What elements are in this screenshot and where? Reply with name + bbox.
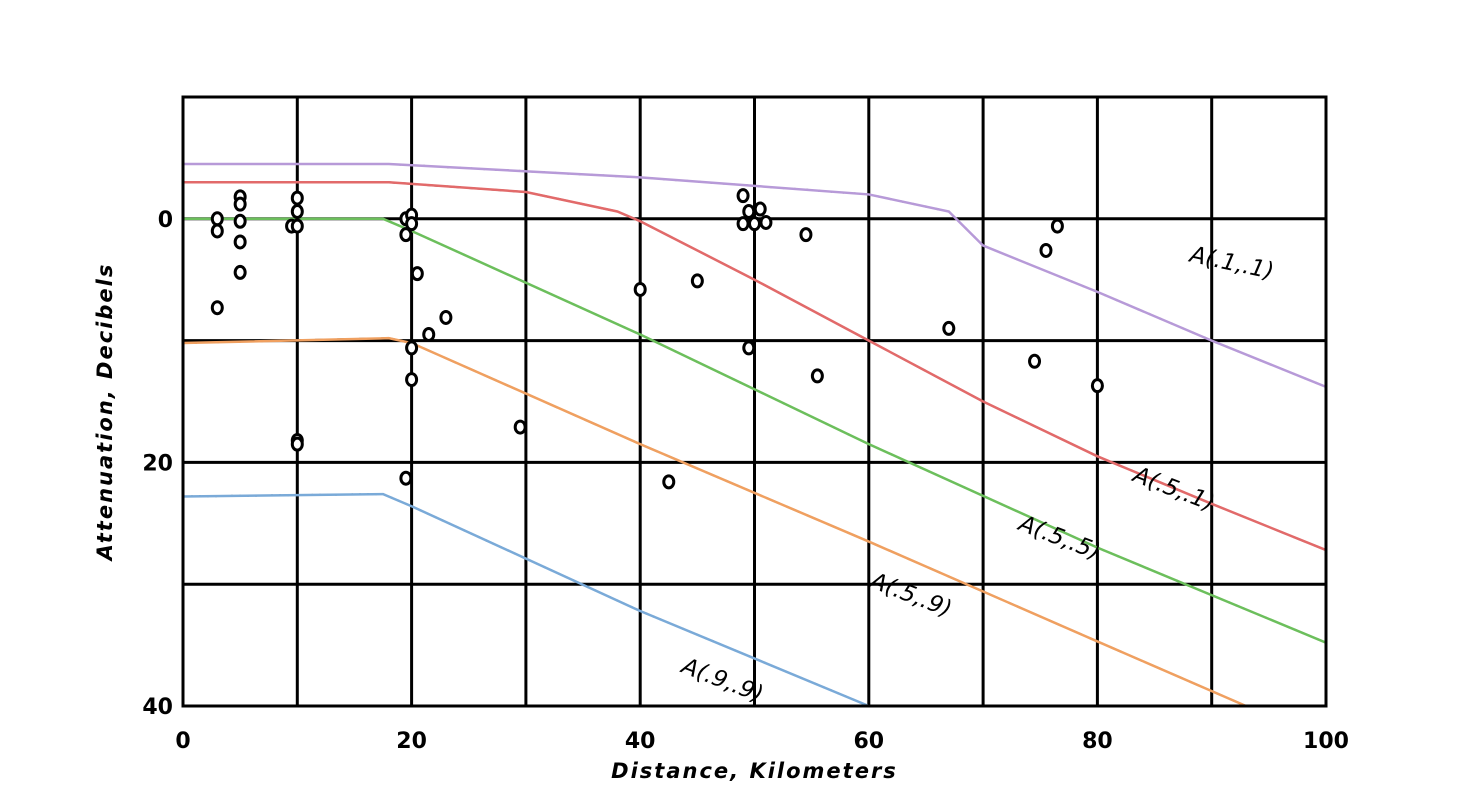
grid [183, 97, 1326, 706]
plot-frame [181, 95, 1328, 708]
observation-point [422, 327, 436, 343]
observation-point [1050, 218, 1064, 234]
observation-point [399, 470, 413, 486]
y-tick-label: 20 [142, 451, 173, 476]
observation-point [290, 218, 304, 234]
observation-point [233, 234, 247, 250]
observation-point [399, 227, 413, 243]
observation-point [405, 216, 419, 232]
observation-point [742, 340, 756, 356]
observation-point [410, 266, 424, 282]
observations [210, 188, 1104, 490]
observation-point [799, 227, 813, 243]
x-tick-labels: 0 20 40 60 80 100 [175, 729, 1349, 754]
curve-label: A(.5,.1) [1128, 461, 1218, 516]
observation-point [233, 196, 247, 212]
observation-point [290, 436, 304, 452]
observation-point [405, 372, 419, 388]
series-line [183, 181, 1327, 552]
observation-point [233, 213, 247, 229]
curve-label: A(.1,.1) [1186, 241, 1276, 284]
observation-point [748, 216, 761, 232]
y-tick-label: 40 [142, 695, 173, 720]
observation-point [210, 223, 224, 239]
curve-label: A(.5,.5) [1013, 510, 1103, 565]
x-tick-label: 100 [1303, 729, 1349, 754]
x-tick-label: 0 [175, 729, 190, 754]
observation-point [233, 264, 247, 280]
curve-label: A(.5,.9) [865, 567, 955, 622]
observation-point [439, 309, 453, 325]
series-reference-line [182, 337, 1247, 707]
observation-point [1028, 353, 1042, 369]
observation-point [810, 368, 824, 384]
observation-point [405, 340, 419, 356]
observation-point [662, 474, 676, 490]
curves [182, 162, 1327, 708]
x-tick-label: 40 [625, 729, 656, 754]
observation-point [753, 201, 767, 217]
x-tick-label: 60 [853, 729, 884, 754]
x-tick-label: 80 [1082, 729, 1113, 754]
observation-point [513, 419, 527, 435]
observation-point [290, 203, 304, 219]
y-axis-title: Attenuation, Decibels [93, 263, 117, 563]
observation-point [742, 203, 756, 219]
observation-point [1039, 242, 1053, 258]
observation-point [633, 281, 647, 297]
observation-point [736, 188, 750, 204]
series-line [183, 217, 1327, 644]
series-line [183, 162, 1327, 389]
x-axis-title: Distance, Kilometers [611, 759, 898, 783]
y-tick-label: 0 [158, 208, 173, 233]
series-line [182, 492, 870, 708]
x-tick-label: 20 [396, 729, 427, 754]
series-line [182, 336, 1247, 708]
observation-point [942, 320, 956, 336]
observation-point [759, 214, 773, 230]
y-tick-labels: 0 20 40 [142, 208, 173, 720]
observation-point [690, 273, 704, 289]
observation-point [210, 211, 224, 227]
observation-point [736, 216, 750, 232]
curve-labels: A(.1,.1)A(.5,.1)A(.5,.5)A(.5,.9)A(.9,.9) [676, 241, 1276, 707]
observation-point [290, 190, 304, 206]
observation-point [1090, 378, 1104, 394]
observation-point [210, 300, 224, 316]
